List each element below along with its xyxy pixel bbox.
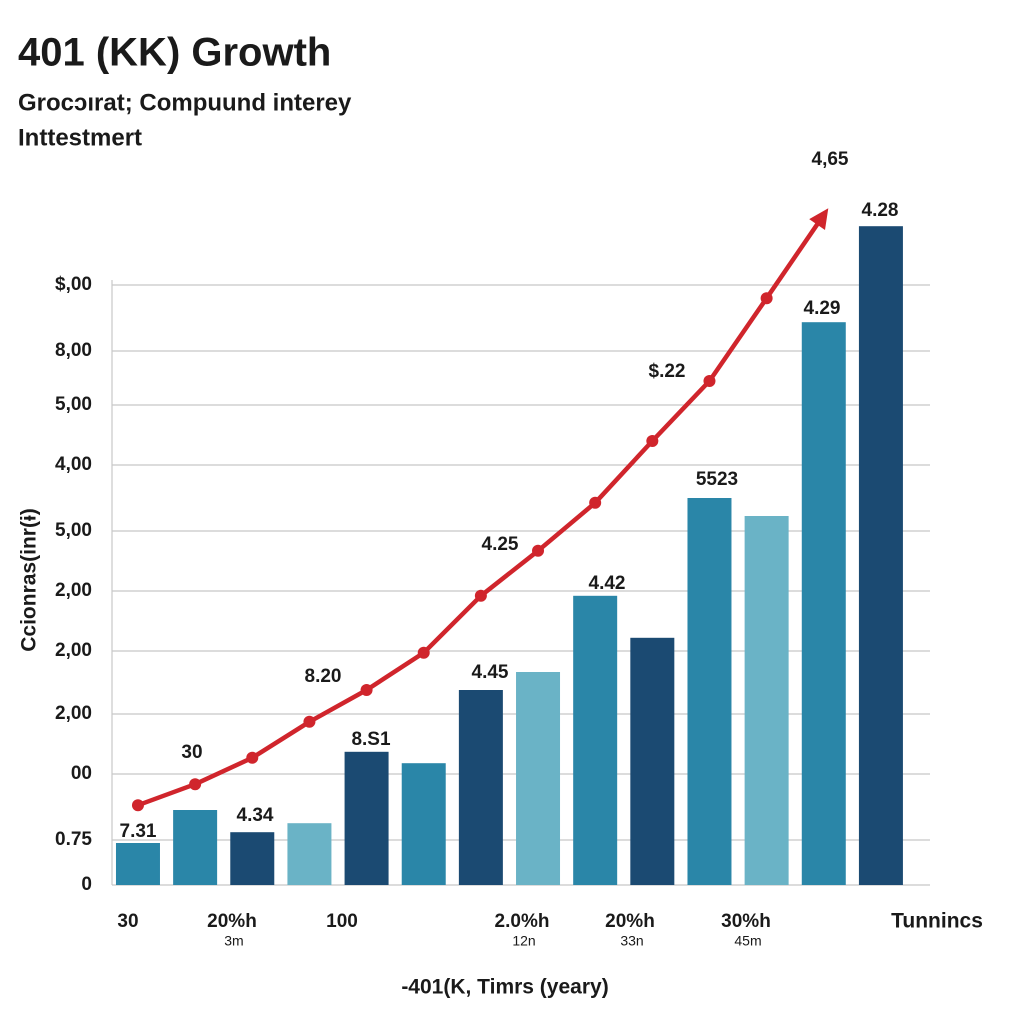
line-point [417,646,430,659]
x-tick-sublabel: 33n [620,933,643,949]
x-tick-label: 30 [117,911,138,932]
bar [230,832,275,885]
line-point [189,778,202,791]
y-tick-label: 00 [71,763,92,784]
bar [858,226,903,885]
bar [458,690,503,885]
line-point [760,292,773,305]
x-tick-label: 100 [326,911,358,932]
annotation: 7.31 [120,821,157,842]
bar [516,672,561,885]
x-tick-label: 20%h [605,911,655,932]
y-axis-label: Ccionras(inr(ɨ) [18,508,41,652]
annotation: 4.45 [472,662,509,683]
x-tick-sublabel: 3m [224,933,243,949]
x-end-label: Tunnincs [891,910,983,933]
bar [173,810,218,885]
line-point [246,751,259,764]
annotation: 5523 [696,469,738,490]
chart-subtitle: Inttestmert [18,124,142,151]
y-tick-label: 2,00 [55,703,92,724]
x-tick-label: 30%h [721,911,771,932]
bar [401,763,446,885]
y-tick-label: 5,00 [55,520,92,541]
y-tick-label: 0 [81,874,92,895]
annotation: 30 [181,742,202,763]
x-tick-sublabel: 45m [734,933,761,949]
line-point [131,799,144,812]
bar [344,751,389,885]
line-point [589,496,602,509]
line-point [703,375,716,387]
chart-subtitle: Grocɔırat; Compuund interey [18,89,352,116]
x-tick-label: 20%h [207,911,257,932]
annotation: 4.42 [589,573,626,594]
y-tick-label: 4,00 [55,454,92,475]
bar [573,595,618,885]
annotation: 8.S1 [351,729,391,750]
y-tick-label: 5,00 [55,394,92,415]
line-point [474,589,487,602]
x-axis-label: -401(K, Timrs (yeary) [401,976,608,999]
y-tick-label: 2,00 [55,580,92,601]
line-point [360,684,373,696]
bar [287,823,332,885]
bar [744,516,789,885]
bar [801,322,846,885]
x-tick-sublabel: 12n [512,933,535,949]
bar [687,498,732,885]
annotation: 4.25 [482,534,519,555]
annotation: $.22 [649,361,686,382]
chart-title: 401 (KK) Growth [18,31,331,75]
annotation: 4,65 [812,149,849,170]
line-point [646,435,659,447]
bar [115,843,160,885]
y-tick-label: 8,00 [55,340,92,361]
line-point [303,715,316,728]
annotation: 4.29 [804,298,841,319]
annotation: 4.34 [237,805,274,826]
y-tick-label: $,00 [55,274,92,295]
line-point [532,544,545,557]
arrow-head [809,208,829,230]
y-tick-label: 0.75 [55,829,92,850]
annotation: 8.20 [305,666,342,687]
y-tick-label: 2,00 [55,640,92,661]
bar [630,637,675,885]
x-tick-label: 2.0%h [495,911,550,932]
annotation: 4.28 [862,200,899,221]
